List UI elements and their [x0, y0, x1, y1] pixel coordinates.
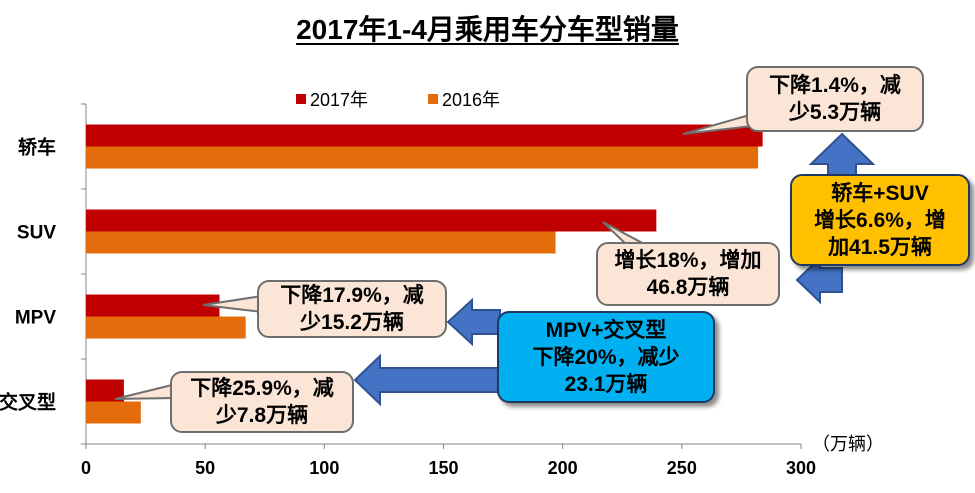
legend-label-2016: 2016年	[442, 90, 501, 110]
callout-sedan: 下降1.4%，减 少5.3万辆	[746, 66, 924, 132]
callout-sedan-line2: 少5.3万辆	[788, 101, 882, 124]
legend-swatch-2017	[296, 94, 306, 104]
bar-2016-2	[86, 316, 246, 339]
category-label: SUV	[17, 223, 56, 244]
bar-2016-0	[86, 146, 759, 169]
callout-mpv-line2: 少15.2万辆	[300, 311, 404, 334]
category-label: 轿车	[18, 136, 56, 159]
legend-label-2017: 2017年	[310, 90, 369, 110]
chart-title: 2017年1-4月乘用车分车型销量	[296, 14, 679, 45]
x-axis-unit: （万辆）	[812, 434, 884, 454]
legend-item-2016: 2016年	[428, 86, 500, 112]
callout-mpv-cross-line3: 23.1万辆	[564, 372, 648, 396]
bar-2017-1	[86, 209, 657, 232]
callout-mpv-cross: MPV+交叉型 下降20%，减少 23.1万辆	[497, 311, 715, 403]
category-label: MPV	[15, 308, 57, 329]
callout-mpv: 下降17.9%，减 少15.2万辆	[257, 280, 447, 338]
x-tick-label: 300	[786, 458, 816, 478]
arrow-left-cross	[353, 353, 501, 407]
legend-item-2017: 2017年	[296, 86, 368, 112]
x-tick-label: 50	[195, 458, 215, 478]
callout-cross-line2: 少7.8万辆	[215, 404, 309, 427]
x-tick-label: 250	[667, 458, 697, 478]
x-tick-label: 0	[81, 458, 91, 478]
callout-cross-line1: 下降25.9%，减	[190, 377, 334, 400]
bar-2017-2	[86, 294, 220, 317]
callout-cross: 下降25.9%，减 少7.8万辆	[170, 371, 354, 433]
x-tick-label: 150	[428, 458, 458, 478]
callout-sedan-line1: 下降1.4%，减	[769, 74, 901, 97]
callout-mpv-line1: 下降17.9%，减	[280, 284, 424, 307]
x-tick-label: 100	[309, 458, 339, 478]
callout-suv-line1: 增长18%，增加	[614, 249, 762, 272]
callout-cross-pointer	[114, 382, 177, 400]
bar-2016-1	[86, 231, 556, 254]
callout-sedan-suv-line3: 加41.5万辆	[828, 235, 932, 259]
callout-suv-line2: 46.8万辆	[646, 276, 730, 299]
callout-sedan-suv: 轿车+SUV 增长6.6%，增 加41.5万辆	[790, 174, 970, 266]
arrow-left-mpv	[446, 297, 501, 347]
arrow-up-sedan	[808, 132, 876, 177]
callout-sedan-suv-line2: 增长6.6%，增	[814, 208, 946, 232]
bar-2016-3	[86, 401, 141, 424]
category-label: 交叉型	[0, 391, 56, 414]
bar-2017-3	[86, 379, 124, 402]
callout-suv: 增长18%，增加 46.8万辆	[596, 242, 780, 306]
callout-mpv-cross-line1: MPV+交叉型	[545, 318, 667, 342]
x-tick-label: 200	[548, 458, 578, 478]
legend-swatch-2016	[428, 94, 438, 104]
callout-sedan-suv-line1: 轿车+SUV	[831, 181, 929, 205]
callout-mpv-cross-line2: 下降20%，减少	[532, 345, 680, 369]
bar-2017-0	[86, 124, 763, 147]
